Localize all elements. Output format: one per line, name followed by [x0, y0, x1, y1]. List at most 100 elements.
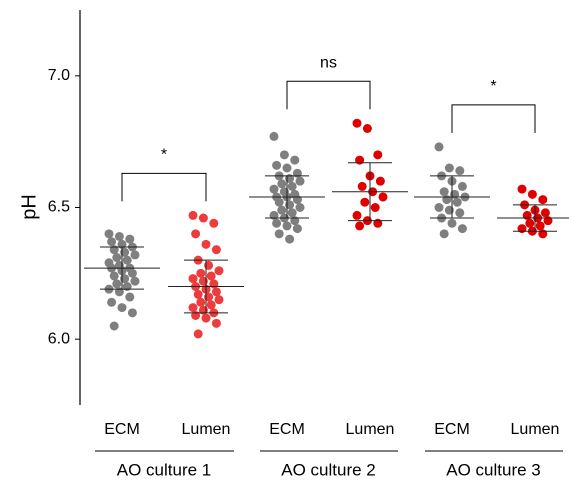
data-point — [279, 150, 289, 160]
data-point — [517, 224, 527, 234]
group-label: AO culture 3 — [446, 460, 541, 479]
data-point — [107, 297, 117, 307]
data-point — [198, 305, 208, 315]
data-point — [211, 318, 221, 328]
data-point — [355, 221, 365, 231]
data-point — [362, 124, 372, 133]
data-point — [130, 276, 140, 286]
data-point — [204, 292, 214, 302]
data-point — [112, 279, 122, 289]
data-point — [290, 216, 300, 226]
data-point — [277, 179, 287, 189]
data-point — [193, 289, 203, 299]
data-point — [538, 195, 548, 205]
data-point — [378, 192, 388, 202]
data-point — [360, 197, 370, 207]
data-point — [447, 218, 457, 228]
data-point — [211, 245, 221, 255]
data-point — [357, 181, 367, 191]
y-axis-label: pH — [18, 194, 40, 220]
data-point — [127, 268, 137, 278]
data-point — [196, 297, 206, 307]
data-point — [540, 208, 550, 218]
data-point — [188, 210, 198, 220]
data-point — [214, 295, 224, 305]
data-point — [373, 218, 383, 228]
data-point — [269, 184, 279, 194]
data-point — [370, 203, 380, 212]
data-point — [125, 234, 135, 244]
data-point — [109, 271, 119, 281]
data-point — [434, 203, 444, 212]
data-point — [114, 287, 124, 297]
data-point — [282, 163, 292, 173]
data-point — [130, 250, 140, 260]
x-tick-label: ECM — [104, 421, 140, 438]
data-point — [188, 303, 198, 313]
data-point — [522, 210, 532, 220]
y-tick-label: 7.0 — [48, 67, 70, 84]
data-point — [457, 224, 467, 234]
data-point — [272, 160, 282, 170]
significance-bracket — [121, 172, 207, 202]
data-point — [285, 234, 295, 244]
x-tick-label: Lumen — [511, 421, 560, 438]
data-point — [517, 184, 527, 194]
data-point — [290, 155, 300, 165]
data-point — [434, 142, 444, 152]
data-point — [282, 221, 292, 231]
data-point — [439, 229, 449, 239]
significance-label: ns — [320, 54, 337, 71]
data-point — [206, 271, 216, 281]
data-point — [209, 279, 219, 289]
data-point — [120, 247, 130, 257]
data-point — [375, 176, 385, 186]
x-tick-label: ECM — [269, 421, 305, 438]
data-point — [269, 131, 279, 141]
data-point — [455, 166, 465, 176]
data-point — [109, 321, 119, 331]
data-point — [112, 253, 122, 263]
data-point — [122, 255, 132, 265]
data-point — [277, 205, 287, 215]
data-point — [191, 310, 201, 320]
significance-bracket — [286, 80, 371, 110]
data-point — [373, 150, 383, 160]
data-point — [274, 197, 284, 207]
data-point — [295, 203, 305, 212]
data-point — [191, 229, 201, 239]
data-point — [444, 163, 454, 173]
data-point — [109, 245, 119, 255]
data-point — [201, 239, 211, 249]
x-tick-label: Lumen — [182, 421, 231, 438]
data-point — [355, 155, 365, 165]
significance-label: * — [490, 78, 496, 95]
x-tick-label: ECM — [434, 421, 470, 438]
y-tick-label: 6.0 — [48, 330, 70, 347]
data-point — [104, 229, 114, 239]
data-point — [525, 218, 535, 228]
data-point — [201, 313, 211, 323]
y-tick-label: 6.5 — [48, 199, 70, 216]
data-point — [204, 260, 214, 270]
data-point — [209, 218, 219, 228]
data-point — [442, 195, 452, 205]
data-point — [452, 197, 462, 207]
data-point — [450, 189, 460, 199]
data-point — [211, 287, 221, 297]
data-point — [206, 300, 216, 310]
data-point — [455, 208, 465, 218]
data-point — [543, 216, 553, 226]
data-point — [292, 168, 302, 178]
data-point — [114, 231, 124, 241]
data-point — [538, 229, 548, 239]
data-point — [285, 200, 295, 210]
data-point — [125, 292, 135, 302]
data-point — [120, 274, 130, 284]
data-point — [196, 268, 206, 278]
data-point — [535, 221, 545, 231]
data-point — [269, 210, 279, 220]
data-point — [198, 213, 208, 223]
data-point — [117, 303, 127, 313]
